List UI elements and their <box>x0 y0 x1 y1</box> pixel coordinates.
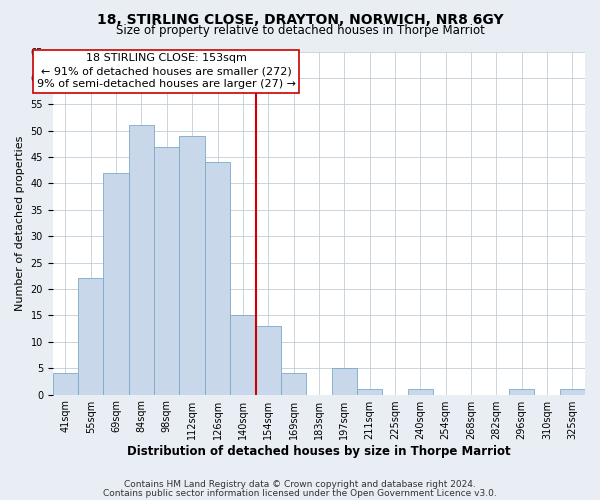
Text: 18, STIRLING CLOSE, DRAYTON, NORWICH, NR8 6GY: 18, STIRLING CLOSE, DRAYTON, NORWICH, NR… <box>97 12 503 26</box>
Text: Contains HM Land Registry data © Crown copyright and database right 2024.: Contains HM Land Registry data © Crown c… <box>124 480 476 489</box>
Text: Size of property relative to detached houses in Thorpe Marriot: Size of property relative to detached ho… <box>116 24 484 37</box>
Bar <box>205 162 230 394</box>
Bar <box>129 126 154 394</box>
Y-axis label: Number of detached properties: Number of detached properties <box>15 136 25 310</box>
Bar <box>407 390 433 394</box>
Bar <box>154 146 179 394</box>
Text: 18 STIRLING CLOSE: 153sqm
← 91% of detached houses are smaller (272)
9% of semi-: 18 STIRLING CLOSE: 153sqm ← 91% of detac… <box>37 53 296 90</box>
Bar <box>509 390 535 394</box>
Bar <box>78 278 103 394</box>
Bar <box>53 374 78 394</box>
Bar <box>281 374 306 394</box>
Bar <box>560 390 585 394</box>
Bar <box>256 326 281 394</box>
Bar <box>332 368 357 394</box>
Bar <box>357 390 382 394</box>
X-axis label: Distribution of detached houses by size in Thorpe Marriot: Distribution of detached houses by size … <box>127 444 511 458</box>
Bar <box>179 136 205 394</box>
Text: Contains public sector information licensed under the Open Government Licence v3: Contains public sector information licen… <box>103 488 497 498</box>
Bar <box>230 316 256 394</box>
Bar <box>103 173 129 394</box>
